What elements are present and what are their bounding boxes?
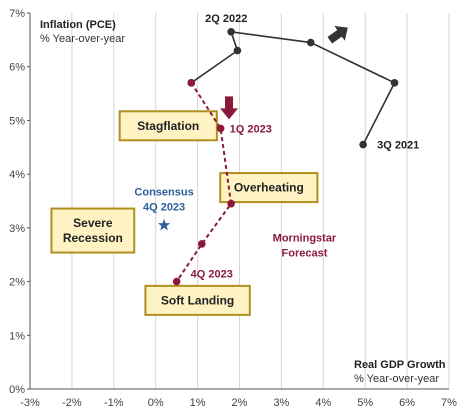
x-tick-label: 2% [232, 397, 248, 409]
history-point [227, 28, 235, 36]
y-tick-label: 0% [9, 384, 25, 396]
region-box [118, 110, 218, 142]
y-tick-label: 3% [9, 223, 25, 235]
y-tick-label: 5% [9, 115, 25, 127]
consensus-star [157, 218, 171, 231]
x-axis-subtitle: % Year-over-year [354, 373, 439, 385]
region-label: Stagflation [137, 119, 199, 133]
point-labels: 3Q 2021 2Q 2022 1Q 2023 4Q 2023 Morningstar F… [134, 13, 419, 281]
arrow-shape [327, 25, 348, 44]
x-tick-label: 1% [190, 397, 206, 409]
region-label: Recession [63, 231, 123, 245]
axes: -3% -2% -1% 0% 1% 2% 3% 4% 5% 6% 7% 0% 1% 2% 3% 4% 5% 6% 7… [9, 8, 457, 409]
point-label: 3Q 2021 [377, 140, 419, 152]
history-point [359, 140, 367, 149]
history-point [390, 79, 399, 87]
direction-arrow-icon [327, 25, 348, 44]
history-line [190, 30, 396, 145]
consensus-label: Consensus [134, 187, 193, 199]
forecast-point [187, 79, 196, 87]
region-box [144, 284, 251, 316]
x-tick-label: -1% [104, 397, 124, 409]
point-label: 4Q 2023 [191, 269, 233, 281]
y-tick-label: 1% [9, 330, 25, 342]
region-box [50, 207, 136, 254]
forecast-line [175, 82, 233, 283]
forecast-point [172, 277, 181, 286]
forecast-point [216, 124, 225, 133]
forecast-point [227, 199, 235, 208]
point-label: 2Q 2022 [205, 13, 247, 25]
x-tick-label: 3% [273, 397, 289, 409]
x-tick-label: -3% [20, 397, 40, 409]
forecast-label: Forecast [282, 247, 328, 259]
forecast-point [197, 240, 206, 248]
y-axis-subtitle: % Year-over-year [40, 33, 125, 45]
y-tick-label: 2% [9, 277, 25, 289]
point-label: 1Q 2023 [230, 123, 272, 135]
x-tick-label: 7% [441, 397, 457, 409]
current-arrow-icon [220, 96, 239, 120]
y-tick-label: 6% [9, 62, 25, 74]
region-label: Severe [73, 216, 113, 230]
consensus-label: 4Q 2023 [143, 202, 185, 214]
series [172, 28, 399, 286]
x-tick-label: 4% [315, 397, 331, 409]
region-box [219, 172, 319, 204]
x-tick-label: 6% [399, 397, 415, 409]
forecast-label: Morningstar [273, 232, 337, 244]
x-tick-label: 0% [148, 397, 164, 409]
x-tick-label: 5% [357, 397, 373, 409]
region-label: Soft Landing [161, 293, 234, 307]
x-axis-title: Real GDP Growth [354, 359, 446, 371]
history-point [233, 46, 242, 55]
region-label: Overheating [234, 181, 304, 195]
history-point [306, 38, 315, 47]
y-axis-title: Inflation (PCE) [40, 19, 116, 31]
y-tick-label: 7% [9, 8, 25, 20]
x-tick-label: -2% [62, 397, 82, 409]
y-tick-label: 4% [9, 169, 25, 181]
